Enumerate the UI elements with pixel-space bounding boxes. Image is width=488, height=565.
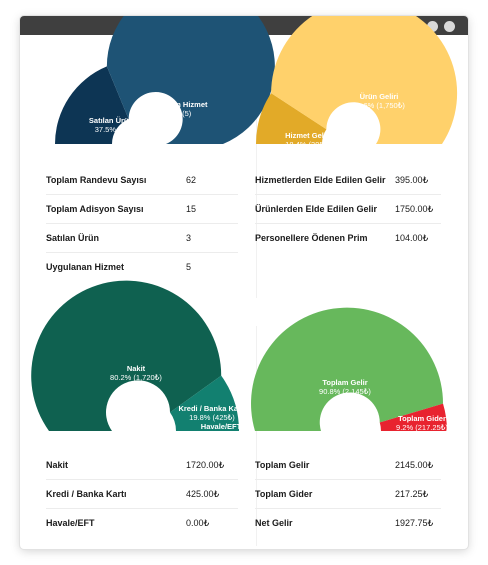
list-item: Toplam Randevu Sayısı 62: [46, 166, 238, 195]
list-item: Uygulanan Hizmet 5: [46, 253, 238, 281]
app-window: Satılan Ürün 37.5% (3) Uygulanan Hizmet 62.…: [20, 16, 468, 549]
gauge-slice[interactable]: [31, 280, 222, 431]
row-label: Nakit: [46, 460, 69, 470]
list-item: Nakit 1720.00₺: [46, 451, 238, 480]
row-label: Toplam Adisyon Sayısı: [46, 204, 144, 214]
slice-value-label: 9.2% (217.25₺): [396, 423, 448, 432]
slice-label: Havale/EFT: [201, 422, 242, 431]
slice-label: Satılan Ürün: [89, 116, 134, 125]
row-label: Net Gelir: [255, 518, 293, 528]
slice-label: Toplam Gider: [398, 414, 446, 423]
list-item: Toplam Gelir 2145.00₺: [255, 451, 441, 480]
gauge-slice[interactable]: [256, 93, 327, 144]
row-value: 425.00₺: [186, 488, 220, 499]
gauge-slice[interactable]: [170, 375, 239, 431]
list-item: Toplam Adisyon Sayısı 15: [46, 195, 238, 224]
row-value: 15: [186, 204, 197, 214]
row-value: 5: [186, 262, 192, 272]
list-item: Ürünlerden Elde Edilen Gelir 1750.00₺: [255, 195, 441, 224]
gauge-slice[interactable]: [271, 16, 458, 144]
row-value: 0.00₺: [186, 517, 210, 528]
row-label: Uygulanan Hizmet: [46, 262, 125, 272]
row-label: Kredi / Banka Kartı: [46, 489, 127, 499]
list-item: Net Gelir 1927.75₺: [255, 509, 441, 537]
list-item: Kredi / Banka Kartı 425.00₺: [46, 480, 238, 509]
row-value: 217.25₺: [395, 488, 429, 499]
slice-label: Nakit: [127, 364, 146, 373]
column-divider-top: [256, 38, 257, 298]
list-item: Hizmetlerden Elde Edilen Gelir 395.00₺: [255, 166, 441, 195]
row-label: Hizmetlerden Elde Edilen Gelir: [255, 175, 386, 185]
slice-label: Hizmet Geliri: [285, 131, 331, 140]
row-label: Havale/EFT: [46, 518, 95, 528]
list-item: Toplam Gider 217.25₺: [255, 480, 441, 509]
slice-label: Kredi / Banka Kartı: [178, 404, 245, 413]
slice-label: Uygulanan Hizmet: [142, 100, 208, 109]
slice-value-label: 90.8% (2,145₺): [319, 387, 371, 396]
list-item: Personellere Ödenen Prim 104.00₺: [255, 224, 441, 252]
row-value: 104.00₺: [395, 232, 429, 243]
close-icon[interactable]: [444, 21, 455, 32]
column-divider-bottom: [256, 326, 257, 546]
gauge-slice[interactable]: [106, 16, 275, 144]
slice-value-label: 37.5% (3): [95, 125, 128, 134]
row-value: 62: [186, 175, 197, 185]
list-item: Satılan Ürün 3: [46, 224, 238, 253]
gauge-slice[interactable]: [55, 66, 129, 144]
row-label: Toplam Gider: [255, 489, 313, 499]
row-label: Toplam Gelir: [255, 460, 310, 470]
row-label: Toplam Randevu Sayısı: [46, 175, 147, 185]
row-label: Satılan Ürün: [46, 233, 100, 243]
row-value: 1750.00₺: [395, 203, 434, 214]
row-value: 1720.00₺: [186, 459, 225, 470]
row-value: 3: [186, 233, 192, 243]
slice-value-label: 81.6% (1,750₺): [353, 101, 405, 110]
list-item: Havale/EFT 0.00₺: [46, 509, 238, 537]
row-value: 2145.00₺: [395, 459, 434, 470]
slice-label: Toplam Gelir: [322, 378, 367, 387]
row-value: 395.00₺: [395, 174, 429, 185]
row-label: Ürünlerden Elde Edilen Gelir: [255, 204, 378, 214]
slice-label: Ürün Geliri: [360, 92, 399, 101]
gauge-slice[interactable]: [251, 307, 444, 431]
slice-value-label: 80.2% (1,720₺): [110, 373, 162, 382]
gauge-slice[interactable]: [379, 403, 447, 431]
maximize-icon[interactable]: [427, 21, 438, 32]
row-label: Personellere Ödenen Prim: [255, 233, 368, 243]
slice-value-label: 62.5% (5): [159, 109, 192, 118]
slice-value-label: 19.8% (425₺): [189, 413, 235, 422]
slice-value-label: 18.4% (395₺): [285, 140, 331, 149]
row-value: 1927.75₺: [395, 517, 434, 528]
